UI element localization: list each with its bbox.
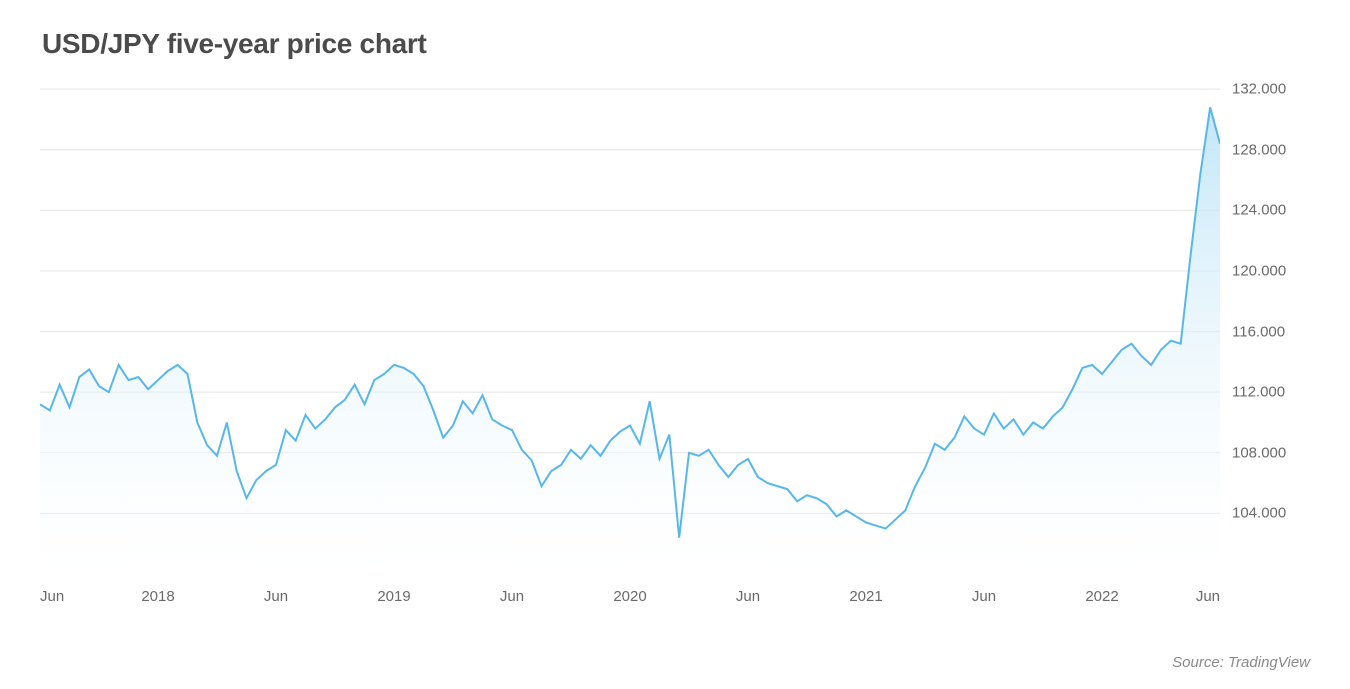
x-tick-label: 2021 bbox=[849, 588, 882, 605]
x-tick-label: 2018 bbox=[141, 588, 174, 605]
x-tick-label: Jun bbox=[40, 588, 64, 605]
y-tick-label: 124.000 bbox=[1232, 202, 1286, 219]
chart-container: USD/JPY five-year price chart 104.000 108… bbox=[0, 0, 1350, 689]
chart-box: 104.000 108.000 112.000 116.000 120.000 124.0… bbox=[40, 74, 1310, 614]
y-tick-label: 116.000 bbox=[1232, 323, 1285, 340]
chart-source: Source: TradingView bbox=[1172, 654, 1310, 671]
chart-area-fill bbox=[40, 107, 1220, 574]
x-axis: Jun 2018 Jun 2019 Jun 2020 Jun 2021 Jun 2022 Jun bbox=[40, 574, 1220, 614]
x-tick-label: 2020 bbox=[613, 588, 646, 605]
x-tick-label: Jun bbox=[500, 588, 524, 605]
chart-plot bbox=[40, 74, 1220, 574]
y-tick-label: 128.000 bbox=[1232, 141, 1286, 158]
x-tick-label: Jun bbox=[1196, 588, 1220, 605]
x-tick-label: Jun bbox=[972, 588, 996, 605]
x-tick-label: Jun bbox=[736, 588, 760, 605]
x-tick-label: 2019 bbox=[377, 588, 410, 605]
y-tick-label: 104.000 bbox=[1232, 505, 1286, 522]
y-tick-label: 132.000 bbox=[1232, 81, 1286, 98]
y-tick-label: 112.000 bbox=[1232, 384, 1285, 401]
y-tick-label: 108.000 bbox=[1232, 444, 1286, 461]
x-tick-label: 2022 bbox=[1085, 588, 1118, 605]
x-tick-label: Jun bbox=[264, 588, 288, 605]
y-axis: 104.000 108.000 112.000 116.000 120.000 124.0… bbox=[1220, 74, 1310, 574]
y-tick-label: 120.000 bbox=[1232, 262, 1286, 279]
chart-title: USD/JPY five-year price chart bbox=[42, 28, 1310, 60]
